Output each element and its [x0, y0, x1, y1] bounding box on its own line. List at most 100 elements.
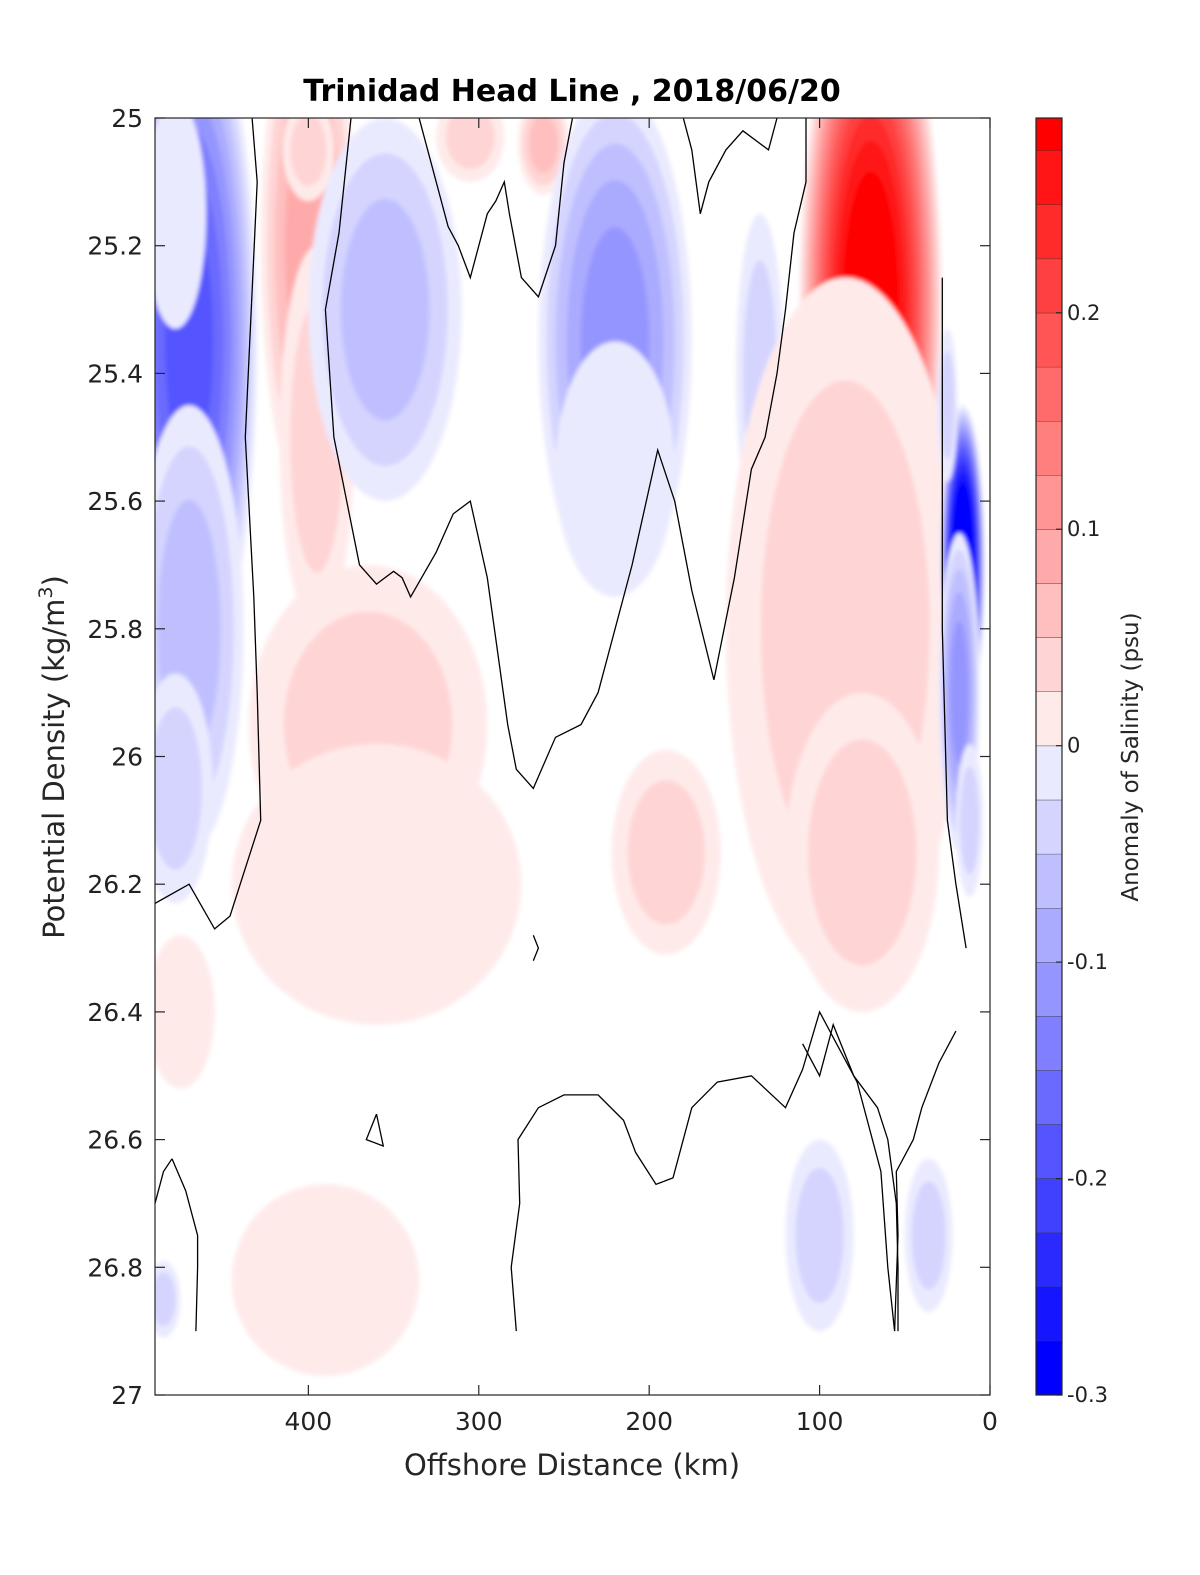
- anomaly-region: [956, 743, 984, 898]
- colorbar-tick-label: -0.3: [1067, 1383, 1108, 1407]
- anomaly-level: [446, 118, 495, 169]
- colorbar-band: [1036, 1340, 1062, 1395]
- y-tick-labels: 25 25.2 25.4 25.6 25.8 26 26.2 26.4 26.6 26.8 27: [87, 104, 143, 1410]
- colorbar-band: [1036, 799, 1062, 854]
- anomaly-region: [342, 756, 428, 885]
- colorbar-bands: [1036, 117, 1062, 1395]
- colorbar-tick-label: -0.2: [1067, 1167, 1108, 1191]
- zero-contour-layer: [155, 118, 967, 1332]
- colorbar-band: [1036, 908, 1062, 963]
- y-tick-label: 25: [111, 104, 143, 133]
- zero-contour-line: [155, 118, 262, 930]
- y-axis-label: Potential Density (kg/m3): [35, 575, 71, 939]
- colorbar-tick-label: 0: [1067, 734, 1080, 758]
- colorbar-frame: [1035, 117, 1063, 1396]
- y-tick-label: 25.4: [87, 359, 143, 388]
- colorbar-band: [1036, 118, 1062, 151]
- anomaly-region: [155, 935, 215, 1089]
- anomaly-fill-layer: [155, 118, 985, 1376]
- anomaly-region: [282, 118, 334, 201]
- y-tick-label: 26.6: [87, 1126, 143, 1155]
- x-tick-label: 0: [982, 1407, 998, 1436]
- anomaly-level: [795, 1167, 844, 1304]
- colorbar-tick-label: 0.1: [1067, 517, 1100, 541]
- zero-contour-line: [682, 118, 778, 214]
- colorbar-band: [1036, 1232, 1062, 1287]
- colorbar-band: [1036, 691, 1062, 746]
- anomaly-region: [231, 1184, 420, 1376]
- y-tick-label: 27: [111, 1381, 143, 1410]
- zero-contour-line: [324, 118, 807, 790]
- anomaly-level: [155, 935, 215, 1089]
- x-tick-labels: 400 300 200 100 0: [285, 1407, 998, 1436]
- anomaly-level: [960, 766, 980, 875]
- anomaly-level: [555, 341, 675, 597]
- anomaly-region: [308, 118, 462, 502]
- zero-contour-line: [941, 277, 967, 949]
- colorbar-band: [1036, 258, 1062, 313]
- anomaly-region: [555, 341, 675, 597]
- anomaly-region: [611, 750, 721, 955]
- plot-area: [154, 117, 991, 1396]
- zero-contour-line: [510, 1010, 896, 1332]
- y-tick-label: 26.2: [87, 870, 143, 899]
- anomaly-region: [155, 405, 244, 853]
- colorbar-label: Anomaly of Salinity (psu): [1118, 612, 1144, 901]
- anomaly-level: [808, 739, 917, 966]
- anomaly-level: [231, 743, 522, 1025]
- anomaly-level: [342, 756, 428, 885]
- zero-contour-line: [893, 1030, 957, 1332]
- y-tick-label: 25.2: [87, 232, 143, 261]
- colorbar-tick-label: 0.2: [1067, 301, 1100, 325]
- colorbar-band: [1036, 421, 1062, 476]
- anomaly-region: [155, 118, 207, 329]
- anomaly-region: [785, 1139, 854, 1332]
- colorbar-band: [1036, 853, 1062, 908]
- chart-title: Trinidad Head Line , 2018/06/20: [303, 74, 840, 109]
- anomaly-level: [627, 780, 705, 925]
- x-tick-label: 100: [796, 1407, 844, 1436]
- anomaly-blobs: [155, 118, 985, 1376]
- anomaly-region: [155, 1260, 181, 1338]
- x-axis-label: Offshore Distance (km): [404, 1448, 740, 1482]
- zero-contour-line: [155, 1158, 173, 1204]
- anomaly-region: [436, 118, 505, 182]
- colorbar-band: [1036, 745, 1062, 800]
- anomaly-level: [528, 118, 559, 173]
- anomaly-level: [155, 707, 202, 870]
- anomaly-level: [155, 118, 207, 329]
- anomaly-region: [231, 743, 522, 1025]
- colorbar-band: [1036, 529, 1062, 584]
- colorbar-band: [1036, 962, 1062, 1017]
- x-tick-label: 400: [285, 1407, 333, 1436]
- anomaly-level: [950, 621, 969, 764]
- colorbar-band: [1036, 366, 1062, 421]
- anomaly-region: [517, 118, 570, 195]
- y-tick-label: 25.8: [87, 615, 143, 644]
- y-tick-label: 26.4: [87, 998, 143, 1027]
- zero-contour-line: [171, 1158, 199, 1332]
- anomaly-region: [155, 673, 213, 904]
- colorbar-band: [1036, 1070, 1062, 1125]
- anomaly-level: [340, 199, 430, 421]
- y-tick-label: 26.8: [87, 1253, 143, 1282]
- colorbar: 0.2 0.1 0 -0.1 -0.2 -0.3: [1035, 117, 1108, 1407]
- zero-contour-line: [365, 1113, 385, 1148]
- y-axis-label-superscript: 3: [35, 586, 57, 598]
- anomaly-region: [904, 1158, 953, 1312]
- axis-ticks: [155, 117, 991, 1396]
- anomaly-region: [937, 328, 958, 482]
- x-tick-label: 300: [455, 1407, 503, 1436]
- colorbar-band: [1036, 1124, 1062, 1179]
- anomaly-region: [785, 692, 939, 1012]
- anomaly-level: [155, 1272, 176, 1327]
- x-tick-label: 200: [625, 1407, 673, 1436]
- colorbar-band: [1036, 637, 1062, 692]
- anomaly-level: [940, 351, 955, 460]
- colorbar-tick-label: -0.1: [1067, 950, 1108, 974]
- anomaly-level: [911, 1181, 946, 1290]
- y-axis-label-main: Potential Density (kg/m: [37, 599, 71, 939]
- anomaly-level: [290, 118, 327, 186]
- colorbar-band: [1036, 1178, 1062, 1233]
